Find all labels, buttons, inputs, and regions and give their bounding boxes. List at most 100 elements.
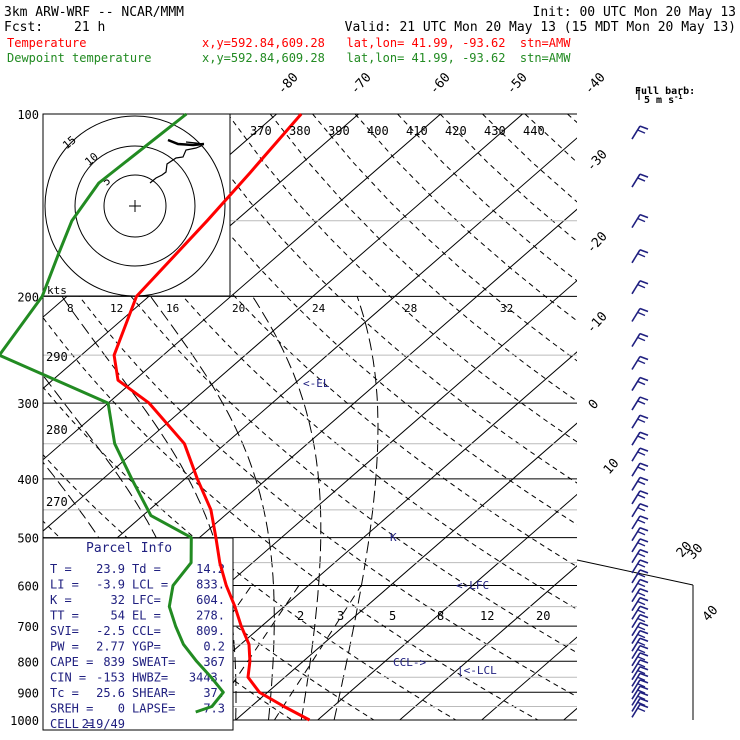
wind-barb: [631, 614, 641, 629]
wind-barb-flag: [639, 685, 649, 690]
parcel-info-cell: 839: [103, 655, 125, 669]
wind-barb-flag: [637, 542, 646, 547]
frame-edge: [576, 559, 694, 586]
theta-labels: 370 380 390 400 410 420 430 440 290 280 270: [46, 124, 545, 509]
parcel-info-cell: TT =: [50, 609, 79, 623]
wind-barb-flag: [639, 355, 649, 361]
wind-barb: [631, 503, 641, 518]
parcel-info-cell: 809.: [196, 624, 225, 638]
mixing-ratio-label: 12: [480, 609, 494, 623]
theta-label: 270: [46, 495, 68, 509]
wind-barb-flag: [639, 559, 649, 564]
k-marker: K: [390, 531, 397, 544]
wind-barb-flag: [639, 396, 649, 401]
theta-label: 410: [406, 124, 428, 138]
wind-barb-flag: [637, 707, 646, 712]
parcel-info-cell: LCL =: [132, 578, 168, 592]
hodograph-ring: [74, 145, 196, 267]
wind-barb-flag: [637, 494, 646, 499]
dewpoint-trace: [0, 112, 225, 714]
wind-barb: [631, 308, 641, 322]
pressure-tick-label: 400: [17, 473, 39, 487]
parcel-info-cell: CCL=: [132, 624, 161, 638]
pressure-tick-label: 900: [17, 686, 39, 700]
wind-barb: [631, 579, 641, 593]
wind-barb-flag: [639, 213, 649, 219]
wind-barb: [631, 414, 641, 429]
wind-barb-flag: [639, 644, 649, 650]
parcel-info-cell: 32: [111, 593, 125, 607]
wind-barb-flag: [639, 697, 649, 703]
wind-barb-flag: [637, 592, 646, 597]
pressure-tick-label: 200: [17, 290, 39, 304]
parcel-info-cell: LAPSE=: [132, 702, 175, 716]
wind-barb: [631, 515, 641, 530]
scale-label: 12: [110, 302, 123, 315]
wind-barb-flag: [639, 490, 649, 495]
wind-barb: [631, 549, 641, 564]
wind-barb-flag: [639, 332, 649, 338]
parcel-info-cell: Td =: [132, 562, 161, 576]
wind-barb-flag: [639, 414, 649, 419]
wind-barb-flag: [637, 507, 646, 512]
wind-barb-flag: [637, 311, 646, 317]
wind-barb: [631, 462, 641, 477]
lcl-marker: |<-LCL: [457, 664, 497, 677]
wind-barb-flag: [637, 217, 646, 223]
wind-barb-flag: [637, 582, 646, 588]
wind-barb-flag: [639, 578, 649, 584]
wind-barb-flag: [639, 249, 649, 254]
parcel-info-title: Parcel Info: [86, 541, 172, 556]
parcel-info-cell: SREH =: [50, 702, 93, 716]
wind-barb: [631, 356, 641, 370]
wind-barb: [631, 597, 641, 612]
parcel-info-cell: 0: [118, 702, 125, 716]
mixing-ratio-line: [274, 585, 362, 720]
parcel-info-cell: YGP=: [132, 640, 161, 654]
pressure-tick-label: 500: [17, 532, 39, 546]
parcel-info-cell: -153: [96, 671, 125, 685]
scale-label: 28: [404, 302, 417, 315]
wind-barb-flag: [637, 670, 646, 675]
wind-barb-flag: [639, 503, 649, 508]
wind-barb-flag: [639, 596, 649, 602]
parcel-info-cell: 14.2: [196, 562, 225, 576]
wind-barb-flag: [639, 476, 649, 482]
scale-label: 24: [312, 302, 326, 315]
wind-barb: [631, 659, 641, 674]
wind-barb: [631, 173, 641, 188]
isotherm-line: [43, 114, 359, 390]
parcel-info-cell: 833.: [196, 578, 225, 592]
theta-label: 380: [289, 124, 311, 138]
parcel-info-cell: SHEAR=: [132, 686, 175, 700]
theta-label: 390: [328, 124, 350, 138]
parcel-info-cell: 23.9: [96, 562, 125, 576]
parcel-info-cell: -3.9: [96, 578, 125, 592]
wind-barb-flag: [637, 609, 646, 614]
wind-barb-flag: [639, 652, 649, 657]
hodograph-scale: 8 12 16 20 24 28 32: [67, 302, 513, 315]
wind-barb: [631, 630, 641, 645]
wind-barb: [631, 333, 641, 348]
parcel-info-cell: K =: [50, 593, 72, 607]
wind-barb: [631, 679, 641, 694]
wind-barb-flag: [637, 380, 646, 386]
pressure-tick-label: 1000: [10, 714, 39, 728]
wind-barb: [631, 685, 641, 700]
pressure-tick-label: 100: [17, 108, 39, 122]
wind-barb-flag: [639, 173, 649, 178]
wind-barb-flag: [637, 177, 646, 182]
init-time: Init: 00 UTC Mon 20 May 13: [533, 5, 737, 20]
parcel-info-box: Parcel Info T = 23.9 Td = 14.2 LI = -3.9 LCL =…: [42, 537, 234, 731]
wind-barb-flag: [637, 695, 646, 701]
ccl-marker: CCL->: [393, 656, 426, 669]
wind-barb-flag: [639, 526, 649, 532]
pressure-tick-label: 600: [17, 580, 39, 594]
theta-label: 440: [523, 124, 545, 138]
valid-time: Valid: 21 UTC Mon 20 May 13 (15 MDT Mon …: [345, 20, 736, 35]
mixing-ratio-label: 3: [337, 609, 344, 623]
wind-barb: [631, 588, 641, 603]
wind-barb-flag: [639, 629, 649, 635]
wind-barb: [631, 431, 641, 446]
wind-barb: [631, 527, 641, 542]
